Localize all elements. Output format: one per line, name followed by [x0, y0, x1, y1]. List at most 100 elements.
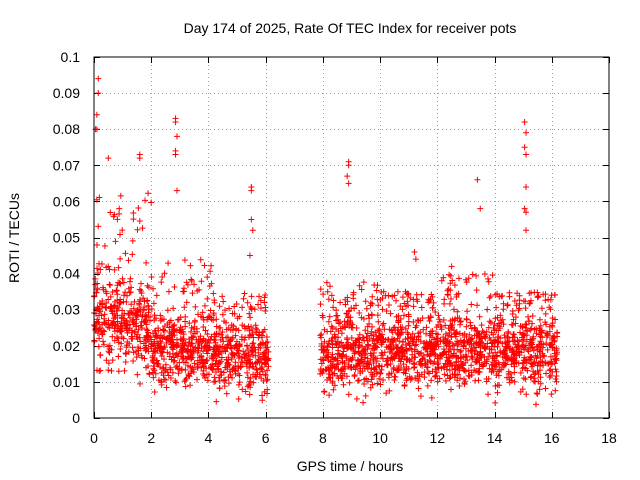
- data-point: [219, 293, 226, 300]
- data-point: [532, 378, 539, 385]
- data-point: [471, 348, 478, 355]
- data-point: [405, 313, 412, 320]
- data-point: [457, 349, 464, 356]
- data-point: [451, 371, 458, 378]
- data-point: [156, 335, 163, 342]
- data-point: [381, 326, 388, 333]
- data-point: [114, 312, 121, 319]
- data-point: [163, 336, 170, 343]
- data-point: [109, 333, 116, 340]
- data-point: [318, 340, 325, 347]
- data-point: [120, 317, 127, 324]
- data-point: [540, 362, 547, 369]
- data-point: [537, 374, 544, 381]
- data-point: [106, 346, 113, 353]
- data-point: [133, 323, 140, 330]
- data-point: [364, 355, 371, 362]
- data-point: [249, 340, 256, 347]
- data-point: [241, 290, 248, 297]
- data-point: [247, 314, 254, 321]
- data-point: [522, 305, 529, 312]
- data-point: [437, 323, 444, 330]
- data-point: [181, 257, 188, 264]
- data-point: [457, 339, 464, 346]
- data-point: [375, 302, 382, 309]
- data-point: [537, 380, 544, 387]
- data-point: [325, 374, 332, 381]
- data-point: [523, 183, 530, 190]
- data-point: [344, 294, 351, 301]
- data-point: [553, 347, 560, 354]
- data-point: [93, 111, 100, 118]
- data-point: [204, 274, 211, 281]
- data-point: [544, 346, 551, 353]
- data-point: [204, 356, 211, 363]
- data-point: [166, 337, 173, 344]
- data-point: [187, 262, 194, 269]
- data-point: [351, 372, 358, 379]
- data-point: [442, 336, 449, 343]
- data-point: [485, 324, 492, 331]
- data-point: [168, 332, 175, 339]
- data-point: [503, 355, 510, 362]
- data-point: [379, 331, 386, 338]
- data-point: [116, 280, 123, 287]
- data-point: [335, 375, 342, 382]
- data-point: [157, 332, 164, 339]
- data-point: [247, 384, 254, 391]
- data-point: [521, 118, 528, 125]
- y-tick-label: 0.08: [53, 121, 80, 137]
- data-point: [484, 306, 491, 313]
- data-point: [171, 284, 178, 291]
- data-point: [317, 301, 324, 308]
- data-point: [111, 266, 118, 273]
- data-point: [476, 313, 483, 320]
- data-point: [93, 319, 100, 326]
- data-point: [457, 347, 464, 354]
- data-point: [171, 357, 178, 364]
- data-point: [409, 351, 416, 358]
- data-point: [355, 377, 362, 384]
- data-point: [451, 346, 458, 353]
- data-point: [386, 326, 393, 333]
- data-point: [234, 347, 241, 354]
- data-point: [138, 290, 145, 297]
- data-point: [553, 378, 560, 385]
- data-point: [262, 292, 269, 299]
- data-point: [457, 355, 464, 362]
- data-point: [488, 329, 495, 336]
- data-point: [356, 336, 363, 343]
- data-point: [328, 362, 335, 369]
- data-point: [136, 286, 143, 293]
- data-point: [105, 155, 112, 162]
- data-point: [465, 372, 472, 379]
- data-point: [247, 375, 254, 382]
- data-point: [485, 391, 492, 398]
- data-point: [261, 355, 268, 362]
- data-point: [188, 276, 195, 283]
- data-point: [98, 301, 105, 308]
- data-point: [454, 340, 461, 347]
- x-axis-label: GPS time / hours: [297, 458, 404, 474]
- data-point: [459, 361, 466, 368]
- data-point: [356, 331, 363, 338]
- data-point: [535, 371, 542, 378]
- data-point: [158, 279, 165, 286]
- data-point: [362, 392, 369, 399]
- data-point: [101, 311, 108, 318]
- data-point: [412, 256, 419, 263]
- data-point: [196, 341, 203, 348]
- data-point: [122, 289, 129, 296]
- y-tick-label: 0.09: [53, 85, 80, 101]
- data-point: [428, 291, 435, 298]
- data-point: [542, 330, 549, 337]
- data-point: [246, 252, 253, 259]
- data-point: [509, 321, 516, 328]
- data-point: [333, 307, 340, 314]
- data-point: [429, 348, 436, 355]
- data-point: [229, 366, 236, 373]
- data-point: [248, 187, 255, 194]
- data-point: [407, 376, 414, 383]
- data-point: [187, 350, 194, 357]
